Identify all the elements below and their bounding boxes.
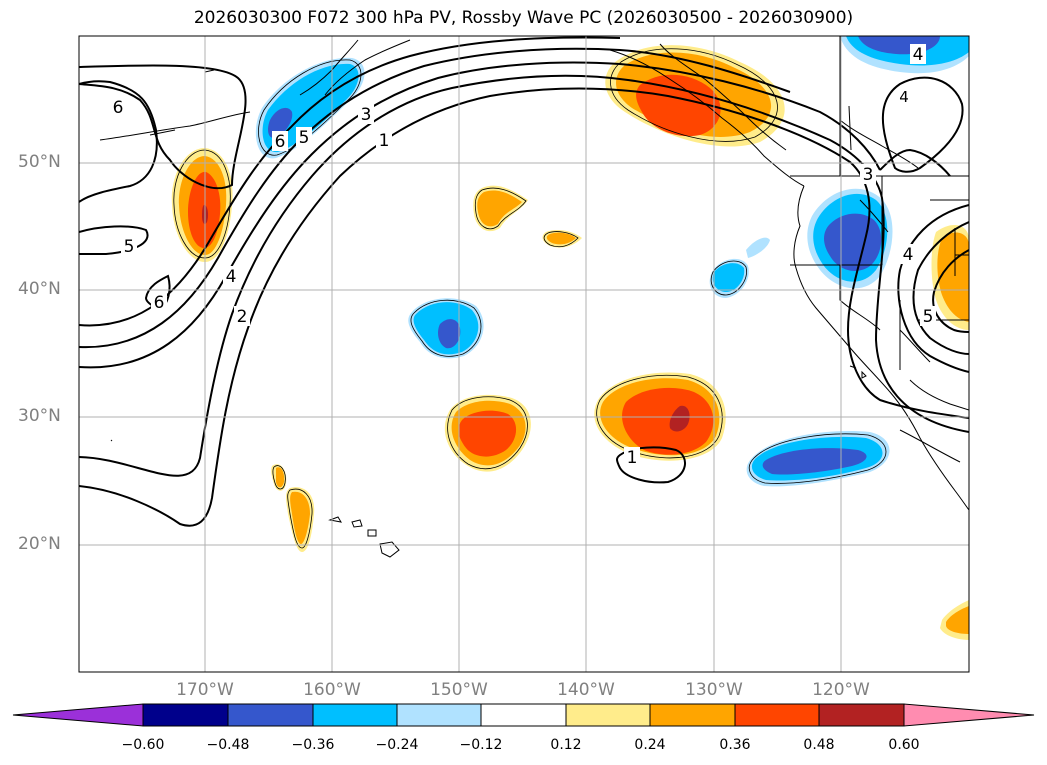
map-background (79, 36, 969, 672)
colorbar-bin (818, 703, 905, 727)
colorbar-tick: 0.48 (803, 737, 835, 753)
colorbar-tick: 0.60 (888, 737, 920, 753)
colorbar-bin (480, 703, 567, 727)
lon-label-140w: 140°W (557, 680, 615, 700)
anomaly-148w-47n (473, 185, 528, 232)
lon-label-160w: 160°W (303, 680, 361, 700)
lat-label-50n: 50°N (18, 152, 61, 172)
anomaly-113w-13n (940, 600, 969, 640)
anomaly-123w-56n (840, 36, 969, 74)
contour-label: 2 (237, 307, 248, 327)
anomaly-150w-38n (408, 298, 484, 359)
contour-label: 1 (379, 131, 390, 151)
colorbar-tick: 0.12 (550, 737, 582, 753)
colorbar-tick: 0.36 (719, 737, 751, 753)
colorbar-tick: −0.12 (459, 737, 503, 753)
islands (110, 365, 867, 558)
colorbar-tick: 0.24 (634, 737, 666, 753)
colorbar-bin (649, 703, 736, 727)
colorbar-bin (142, 703, 229, 727)
contour-label: 6 (154, 293, 165, 313)
colorbar-bin (734, 703, 820, 727)
colorbar-bin (227, 703, 314, 727)
lon-label-120w: 120°W (812, 680, 870, 700)
colorbar-bin (565, 703, 651, 727)
colorbar-tick: −0.36 (291, 737, 335, 753)
colorbar-tick: −0.48 (206, 737, 250, 753)
map-title: 2026030300 F072 300 hPa PV, Rossby Wave … (193, 8, 854, 28)
contour-label: 5 (299, 128, 310, 148)
anomaly-outlines (173, 48, 887, 549)
lon-label-130w: 130°W (685, 680, 743, 700)
contour-label: 4 (226, 267, 237, 287)
colorbar-bin (396, 703, 482, 727)
lat-label-40n: 40°N (18, 279, 61, 299)
contour-label: 3 (863, 165, 874, 185)
contour-label: 5 (124, 237, 135, 257)
contour-label: 1 (627, 448, 638, 468)
gridlines (79, 36, 969, 672)
colorbar (12, 703, 1035, 727)
contour-label: 3 (361, 105, 372, 125)
lat-label-30n: 30°N (18, 406, 61, 426)
lat-label-20n: 20°N (18, 534, 61, 554)
contour-label: 4 (903, 245, 914, 265)
lon-label-150w: 150°W (430, 680, 488, 700)
colorbar-min-arrow (12, 703, 144, 727)
map-frame (78, 35, 970, 673)
contour-labels: 6 5 6 4 2 6 5 3 1 1 4 3 4 5 4 (110, 44, 936, 468)
anomaly-170w-50n (171, 148, 233, 262)
contour-label: 4 (899, 88, 909, 106)
colorbar-max-arrow (903, 703, 1035, 727)
contour-label: 5 (923, 307, 934, 327)
contour-label: 6 (275, 132, 286, 152)
lon-label-170w: 170°W (176, 680, 234, 700)
contour-label: 4 (913, 45, 924, 65)
colorbar-tick: −0.24 (375, 737, 419, 753)
contour-label: 6 (113, 98, 124, 118)
colorbar-tick: −0.60 (121, 737, 165, 753)
colorbar-bin (312, 703, 398, 727)
